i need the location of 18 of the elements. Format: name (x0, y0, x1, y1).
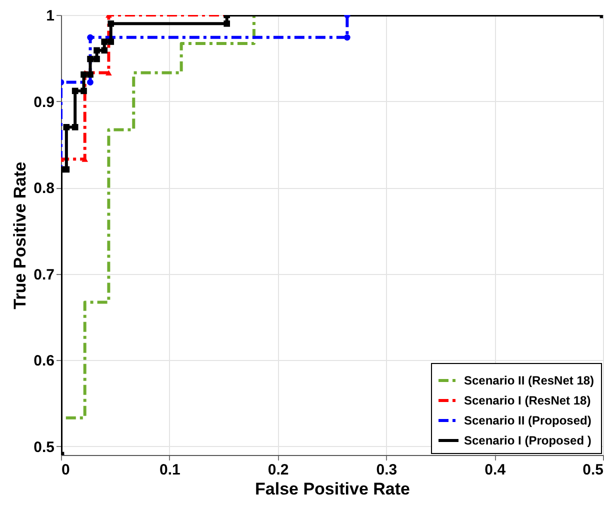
y-tick-label: 0.7 (34, 266, 54, 284)
y-tick-label: 1 (46, 8, 54, 24)
legend-label: Scenario II (ResNet 18) (464, 374, 594, 388)
x-tick-label: 0.5 (582, 462, 604, 478)
y-tick-label: 0.8 (34, 180, 54, 198)
legend-label: Scenario I (ResNet 18) (464, 394, 591, 408)
y-tick-label: 0.9 (34, 94, 54, 111)
x-tick-label: 0.2 (268, 462, 289, 478)
legend-label: Scenario I (Proposed ) (464, 434, 592, 448)
y-tick-label: 0.6 (34, 352, 54, 370)
x-tick-label: 0.4 (484, 462, 506, 478)
x-tick-label: 0.3 (376, 462, 398, 478)
y-axis-title: True Positive Rate (10, 162, 30, 310)
x-tick-label: 0 (62, 462, 70, 478)
y-tick-label: 0.5 (34, 438, 54, 456)
x-axis-title: False Positive Rate (255, 480, 410, 498)
legend-label: Scenario II (Proposed) (464, 414, 592, 428)
x-tick-label: 0.1 (159, 462, 180, 478)
